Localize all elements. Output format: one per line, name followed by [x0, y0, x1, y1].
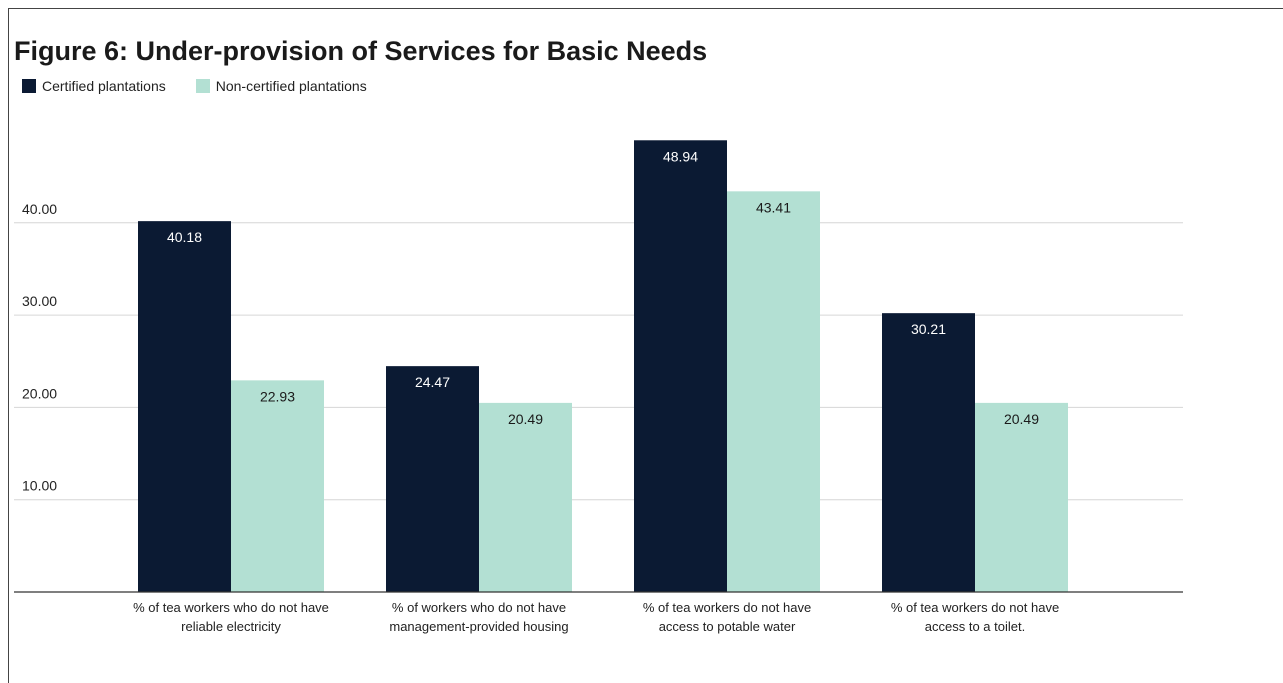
x-category-label: access to a toilet.	[925, 619, 1025, 634]
data-label: 24.47	[415, 374, 450, 390]
x-category-label: access to potable water	[659, 619, 796, 634]
bar-non-certified	[727, 191, 820, 593]
bar-certified	[882, 313, 975, 592]
legend-item-certified: Certified plantations	[22, 78, 166, 94]
legend-swatch-non-certified	[195, 79, 210, 93]
data-label: 20.49	[508, 411, 543, 427]
y-tick-label: 40.00	[22, 201, 57, 217]
data-label: 48.94	[663, 148, 698, 164]
x-category-label: % of workers who do not have	[392, 600, 566, 615]
legend-swatch-certified	[22, 79, 36, 93]
chart-title: Figure 6: Under-provision of Services fo…	[14, 36, 708, 66]
bar-non-certified	[231, 380, 324, 592]
x-category-label: % of tea workers who do not have	[133, 600, 329, 615]
data-label: 22.93	[260, 388, 295, 404]
legend-item-non-certified: Non-certified plantations	[195, 78, 367, 94]
bar-non-certified	[975, 402, 1068, 592]
bar-non-certified	[479, 402, 572, 592]
legend: Certified plantations Non-certified plan…	[22, 78, 397, 94]
x-category-label: management-provided housing	[389, 619, 568, 634]
y-tick-label: 20.00	[22, 385, 57, 401]
x-category-label: reliable electricity	[181, 619, 281, 634]
bar-certified	[138, 221, 231, 592]
x-category-label: % of tea workers do not have	[643, 600, 811, 615]
legend-label-non-certified: Non-certified plantations	[215, 78, 367, 94]
data-label: 30.21	[911, 321, 946, 337]
legend-label-certified: Certified plantations	[42, 78, 166, 94]
x-category-label: % of tea workers do not have	[891, 600, 1059, 615]
data-label: 20.49	[1004, 411, 1039, 427]
y-tick-label: 30.00	[22, 293, 57, 309]
y-tick-label: 10.00	[22, 478, 57, 494]
bar-certified	[634, 140, 727, 592]
data-label: 43.41	[756, 199, 791, 215]
bar-certified	[386, 366, 479, 592]
data-label: 40.18	[167, 229, 202, 245]
